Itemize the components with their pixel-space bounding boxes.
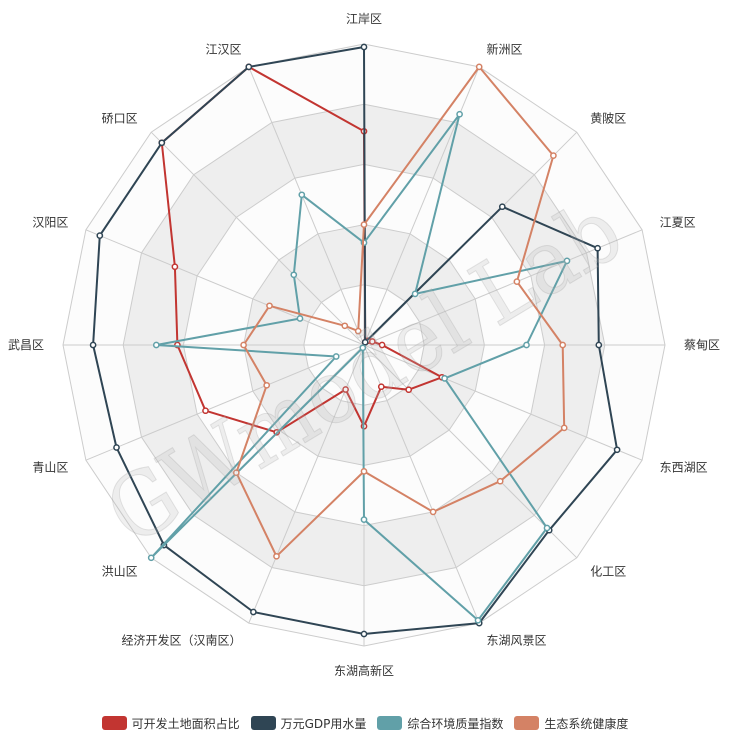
series-3-point [296,315,304,322]
axis-label: 硚口区 [102,112,138,126]
legend: 可开发土地面积占比 万元GDP用水量 综合环境质量指数 生态系统健康度 [0,715,730,732]
axis-line [363,344,480,624]
series-3-point [441,375,448,382]
axis-label: 东西湖区 [660,460,708,475]
axis-label: 洪山区 [102,564,138,578]
series-3-point [474,616,482,624]
series-2-point [245,63,253,71]
series-2-point [113,444,120,451]
series-4-point [266,302,273,310]
legend-label: 综合环境质量指数 [407,716,504,731]
axis-label: 江夏区 [660,216,696,230]
series-1-point [171,263,179,271]
legend-label: 可开发土地面积占比 [131,716,240,731]
legend-label: 生态系统健康度 [544,716,629,731]
series-1-point [378,341,386,349]
axis-line [248,66,365,346]
legend-item-land-ratio[interactable]: 可开发土地面积占比 [101,715,240,732]
axis-label: 东湖风景区 [487,633,547,648]
series-3-point [360,516,368,523]
series-3-point [298,191,306,199]
axis-label: 蔡甸区 [684,338,720,352]
axis-line [85,344,365,461]
series-3-point [147,554,155,562]
series-4-point [560,424,568,432]
series-4-point [360,468,368,475]
series-3-point [152,341,160,349]
axis-label: 武昌区 [8,338,44,352]
series-3-point [359,344,367,352]
axis-label: 江岸区 [346,12,382,26]
series-2-point [594,244,601,252]
series-4-point [232,469,240,477]
series-4-point [240,341,247,349]
legend-item-environment-index[interactable]: 综合环境质量指数 [377,715,503,732]
legend-item-ecosystem-health[interactable]: 生态系统健康度 [514,715,628,732]
series-3-point [523,341,530,349]
axis-label: 东湖高新区 [334,663,394,678]
legend-swatch [377,716,403,730]
radar-series [89,43,621,638]
axis-label: 经济开发区（汉南区） [121,633,241,648]
series-3-point [411,290,419,298]
axis-line [150,131,365,346]
series-3-point [543,524,551,532]
series-4-point [513,278,521,285]
legend-item-water-use[interactable]: 万元GDP用水量 [250,715,367,732]
series-4-point [273,552,280,560]
series-1-point [377,383,385,391]
series-3-point [332,353,340,360]
axis-label: 江汉区 [205,42,241,56]
series-1-point [342,386,349,393]
series-2-point [89,341,97,349]
series-2-point [595,341,603,349]
series-1-point [368,338,376,345]
series-2-point [361,338,369,346]
series-1-point [405,386,413,394]
series-3-point [563,257,571,265]
series-1-point [202,407,209,415]
series-4-point [263,381,271,389]
axis-label: 黄陂区 [590,111,626,126]
axis-label: 新洲区 [487,41,523,56]
legend-swatch [101,716,127,730]
series-2-point [360,630,368,638]
series-2-point [250,608,257,616]
axis-line [363,344,578,559]
series-4-point [360,221,368,228]
axis-label: 化工区 [590,564,626,578]
axis-line [85,229,365,346]
legend-label: 万元GDP用水量 [280,716,367,731]
series-3-point [456,110,463,118]
series-2-point [158,139,166,147]
series-4-point [496,477,504,485]
axis-label: 汉阳区 [32,216,68,230]
series-4-point [429,508,437,516]
axis-label: 青山区 [32,461,68,475]
legend-swatch [514,716,540,730]
series-2-point [613,446,621,454]
series-2-point [498,203,506,211]
legend-swatch [250,716,276,730]
series-2-point [360,43,368,51]
series-4-point [354,327,362,335]
series-3-point [290,271,298,279]
axis-line [363,344,643,461]
series-4-point [341,322,349,330]
series-4-point [559,341,567,349]
series-2-point [96,232,104,239]
series-4-point [550,152,557,159]
series-4-point [475,63,483,71]
